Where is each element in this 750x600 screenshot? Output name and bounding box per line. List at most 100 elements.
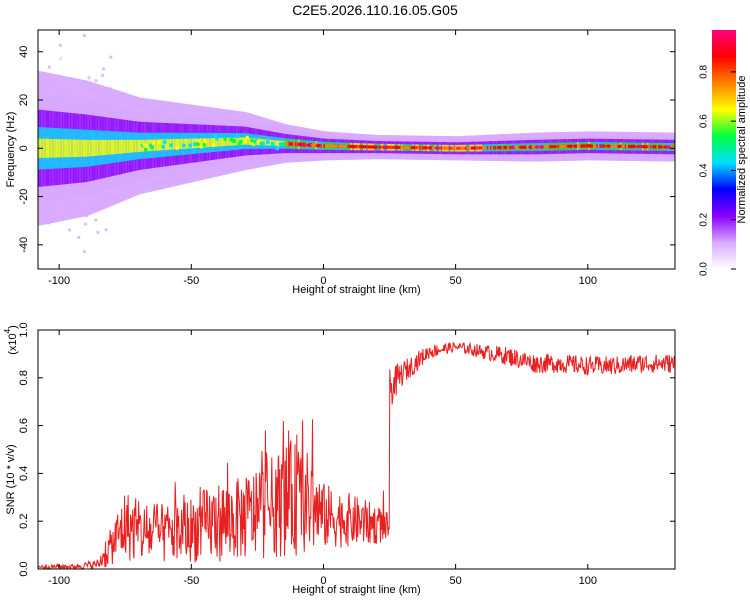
ridge-band — [342, 144, 346, 149]
ridge-band — [160, 139, 164, 151]
ridge-band — [475, 146, 479, 150]
spectrogram-cell — [71, 32, 75, 36]
ridge-band — [125, 139, 129, 154]
ridge-band — [85, 139, 89, 157]
ridge-band — [183, 138, 187, 149]
spectrogram-cell — [102, 62, 106, 66]
ridge-band — [610, 144, 614, 149]
spectrogram-cell — [94, 79, 98, 83]
ridge-hotspot — [580, 144, 587, 148]
ridge-band — [274, 140, 278, 146]
ridge-band — [137, 139, 141, 152]
ridge-band — [88, 139, 92, 157]
ridge-hotspot — [301, 143, 308, 147]
ridge-band — [114, 139, 118, 155]
ridge-band — [485, 146, 489, 150]
y-tick-label: 0.8 — [18, 370, 30, 385]
x-axis-label: Height of straight line (km) — [292, 284, 420, 296]
ridge-band — [285, 141, 289, 146]
ridge-band — [478, 146, 482, 150]
ridge-hotspot — [204, 139, 209, 144]
ridge-band — [626, 144, 630, 149]
spectrogram-cell — [77, 46, 81, 50]
ridge-band — [456, 146, 460, 150]
ridge-band — [326, 144, 330, 148]
ridge-hotspot — [188, 143, 193, 148]
ridge-band — [103, 139, 107, 156]
ridge-band — [377, 145, 381, 149]
colorbar — [712, 30, 736, 269]
ridge-band — [247, 137, 251, 145]
ridge-band — [597, 144, 601, 148]
spectrogram-cell — [101, 73, 105, 77]
ridge-band — [221, 137, 225, 147]
ridge-band — [526, 145, 530, 149]
ridge-band — [64, 139, 68, 158]
ridge-band — [493, 146, 497, 150]
ridge-hotspot — [162, 139, 167, 144]
ridge-band — [328, 144, 332, 148]
spectrogram-cell — [104, 228, 108, 232]
ridge-band — [72, 139, 76, 158]
x-tick-label: -100 — [48, 275, 70, 287]
spectrogram-cell — [109, 205, 113, 209]
ridge-band — [93, 139, 97, 157]
ridge-band — [347, 144, 351, 149]
ridge-band — [225, 137, 229, 146]
spectrogram-cell — [86, 241, 90, 245]
ridge-band — [52, 138, 56, 158]
ridge-hotspot — [605, 144, 612, 148]
ridge-band — [210, 138, 214, 147]
ridge-band — [57, 139, 61, 158]
ridge-band — [74, 139, 78, 158]
ridge-hotspot — [651, 145, 658, 149]
ridge-band — [594, 144, 598, 148]
ridge-band — [426, 146, 430, 150]
ridge-band — [177, 138, 181, 150]
ridge-band — [79, 139, 83, 157]
ridge-band — [488, 146, 492, 150]
ridge-hotspot — [513, 145, 520, 149]
ridge-hotspot — [539, 145, 546, 149]
y-tick-label: 1.0 — [18, 322, 30, 337]
ridge-band — [482, 146, 486, 150]
spectrogram-cell — [52, 71, 56, 75]
spectrogram-cell — [75, 73, 79, 77]
ridge-band — [220, 137, 224, 147]
ridge-band — [228, 137, 232, 146]
ridge-band — [323, 144, 327, 148]
ridge-hotspot — [212, 143, 217, 148]
ridge-band — [109, 139, 113, 155]
ridge-band — [599, 144, 603, 148]
ridge-hotspot — [509, 145, 516, 150]
ridge-band — [133, 139, 137, 153]
ridge-band — [115, 139, 119, 154]
x-tick-label: 0 — [320, 275, 326, 287]
spectrogram-cell — [105, 214, 109, 218]
ridge-band — [158, 139, 162, 151]
ridge-band — [106, 139, 110, 155]
ridge-hotspot — [161, 144, 166, 149]
ridge-band — [50, 138, 54, 158]
ridge-band — [120, 139, 124, 154]
ridge-band — [180, 138, 184, 150]
ridge-band — [129, 139, 133, 153]
plot-frame-top — [37, 29, 676, 270]
y-tick-label: 20 — [18, 94, 30, 106]
ridge-band — [269, 139, 273, 146]
ridge-hotspot — [361, 145, 368, 149]
ridge-hotspot — [399, 145, 406, 150]
ridge-hotspot — [256, 139, 261, 144]
ridge-hotspot — [169, 143, 174, 148]
spectrogram-cell — [67, 228, 71, 232]
ridge-band — [415, 146, 419, 150]
y-axis-multiplier: (x104) — [3, 325, 19, 355]
y-tick-label: 0.0 — [18, 561, 30, 576]
multiplier-exponent: 4 — [3, 328, 12, 333]
ridge-band — [648, 144, 652, 149]
ridge-hotspot — [306, 143, 313, 147]
ridge-band — [545, 145, 549, 149]
ridge-hotspot — [631, 144, 638, 149]
y-tick-label: 0 — [18, 145, 30, 151]
